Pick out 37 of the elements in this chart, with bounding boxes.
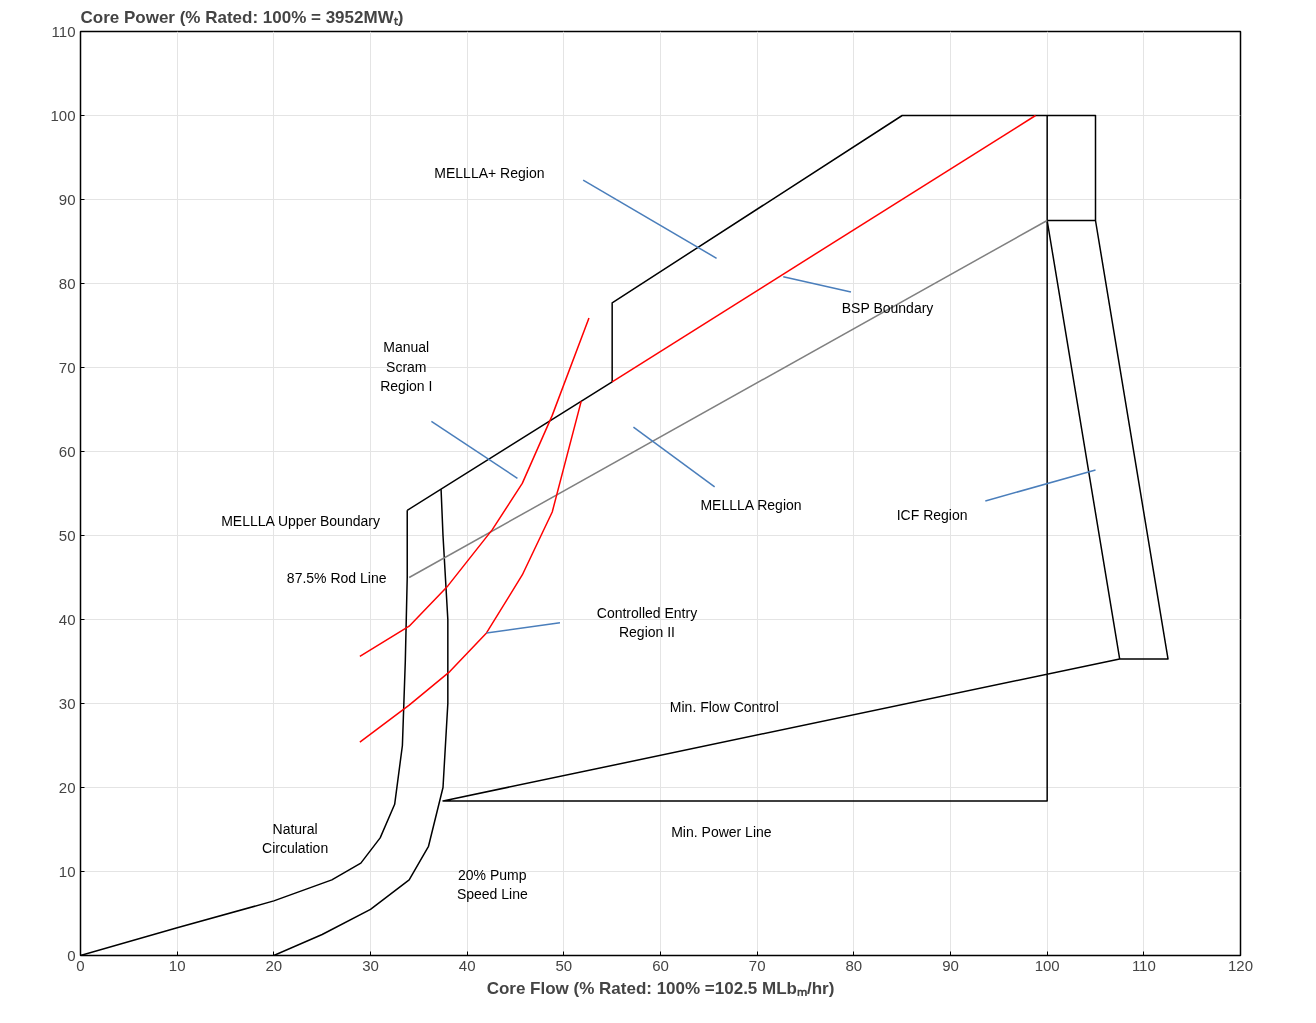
annotation: Min. Power Line <box>671 824 772 841</box>
annotation: 87.5% Rod Line <box>286 570 387 587</box>
x-tick-label: 20 <box>265 956 283 974</box>
y-tick-label: 80 <box>58 274 76 292</box>
annotation: Natural Circulation <box>262 821 329 857</box>
y-tick-label: 60 <box>58 442 76 460</box>
annotation: Controlled Entry Region II <box>596 605 698 641</box>
x-tick-label: 30 <box>362 956 379 974</box>
x-tick-label: 110 <box>1131 956 1156 974</box>
y-tick-label: 110 <box>51 22 76 40</box>
y-tick-label: 50 <box>58 526 76 544</box>
annotation: Manual Scram Region I <box>380 339 433 394</box>
annotation: Min. Flow Control <box>669 698 779 715</box>
x-tick-label: 40 <box>458 956 476 974</box>
x-tick-label: 10 <box>168 956 186 974</box>
y-tick-label: 40 <box>58 610 76 628</box>
x-axis-title: Core Flow (% Rated: 100% =102.5 MLbₘ/hr) <box>486 978 835 998</box>
y-tick-label: 70 <box>58 358 76 376</box>
x-tick-label: 60 <box>652 956 669 974</box>
annotation: ICF Region <box>896 507 968 524</box>
x-tick-label: 90 <box>942 956 959 974</box>
y-tick-label: 100 <box>50 106 76 124</box>
annotation: MELLLA+ Region <box>434 165 545 182</box>
annotation: MELLLA Region <box>700 497 802 514</box>
annotation: BSP Boundary <box>841 299 934 316</box>
x-tick-label: 120 <box>1227 956 1254 974</box>
annotation: MELLLA Upper Boundary <box>221 513 380 530</box>
x-tick-label: 50 <box>555 956 573 974</box>
x-tick-label: 100 <box>1034 956 1060 974</box>
x-tick-label: 80 <box>845 956 863 974</box>
annotation: 20% Pump Speed Line <box>456 866 528 902</box>
chart-title: Core Power (% Rated: 100% = 3952MWₜ) <box>80 7 404 27</box>
y-tick-label: 10 <box>58 862 76 880</box>
y-tick-label: 90 <box>58 190 76 208</box>
x-tick-label: 70 <box>748 956 766 974</box>
y-tick-label: 30 <box>58 694 76 712</box>
y-tick-label: 20 <box>58 778 76 796</box>
